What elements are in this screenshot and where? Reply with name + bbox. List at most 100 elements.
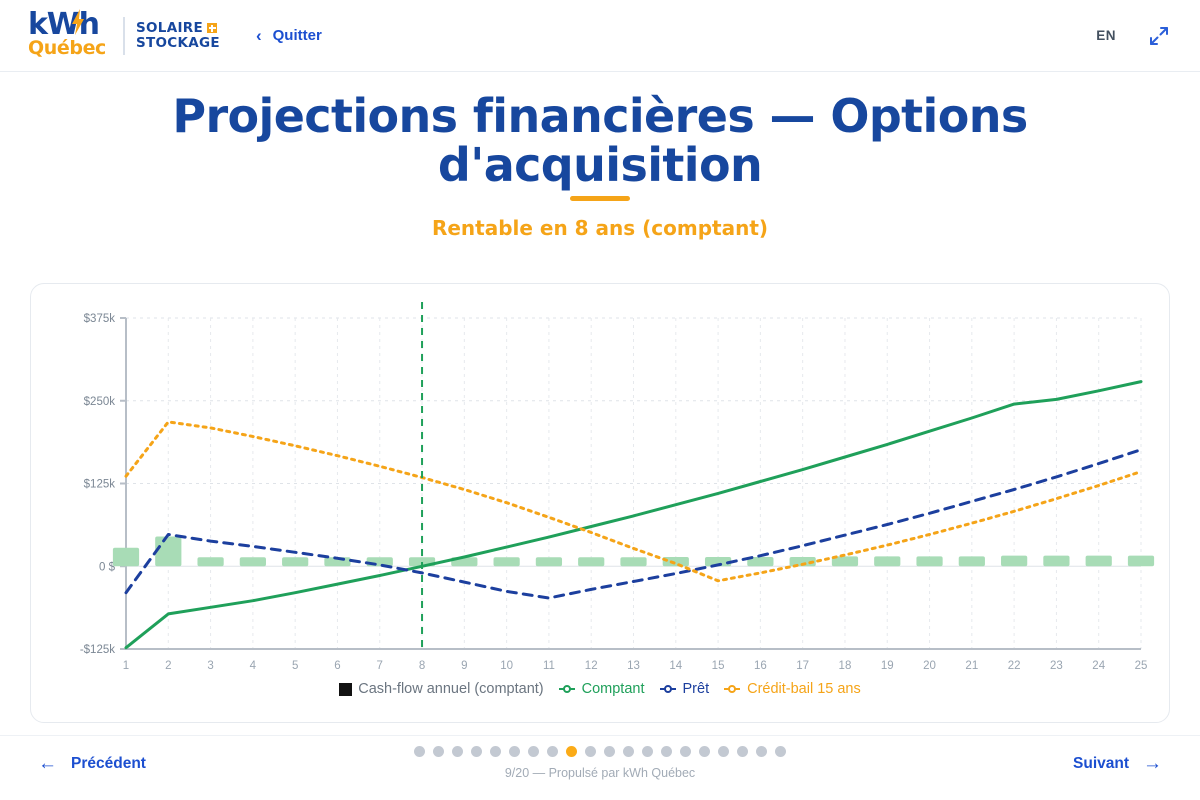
brand-logo: kWh Québec SOLAIRE STOCKAGE bbox=[28, 6, 220, 60]
x-tick-label-15: 15 bbox=[712, 660, 725, 672]
slide-dot-19[interactable] bbox=[756, 746, 767, 757]
slide-dot-10[interactable] bbox=[585, 746, 596, 757]
bar-year-5 bbox=[282, 557, 309, 567]
slide-dot-14[interactable] bbox=[661, 746, 672, 757]
bar-year-14 bbox=[662, 556, 689, 567]
legend-item-3[interactable]: Crédit-bail 15 ans bbox=[723, 681, 861, 697]
logo-divider bbox=[123, 16, 125, 55]
quit-button[interactable]: ‹ Quitter bbox=[256, 27, 322, 44]
legend-swatch-line bbox=[724, 685, 741, 693]
x-tick-label-13: 13 bbox=[627, 660, 640, 672]
slide-dot-16[interactable] bbox=[699, 746, 710, 757]
bar-year-20 bbox=[916, 556, 943, 567]
bar-year-23 bbox=[1043, 555, 1070, 567]
bar-year-10 bbox=[493, 557, 520, 567]
series-line-comptant bbox=[124, 380, 1143, 650]
series-line-cr-dit-bail-15-ans bbox=[124, 420, 1143, 583]
x-tick-label-1: 1 bbox=[123, 660, 129, 672]
x-tick-label-24: 24 bbox=[1092, 660, 1105, 672]
x-tick-label-4: 4 bbox=[250, 660, 257, 672]
x-tick-label-2: 2 bbox=[165, 660, 171, 672]
x-tick-label-17: 17 bbox=[796, 660, 809, 672]
logo-subtitle-line2: STOCKAGE bbox=[136, 34, 220, 51]
legend-item-0[interactable]: Cash-flow annuel (comptant) bbox=[339, 681, 544, 697]
language-toggle[interactable]: EN bbox=[1096, 28, 1116, 43]
slide-dot-13[interactable] bbox=[642, 746, 653, 757]
bar-year-25 bbox=[1127, 555, 1155, 567]
slide-dot-5[interactable] bbox=[490, 746, 501, 757]
bar-year-2 bbox=[155, 536, 182, 567]
legend-item-1[interactable]: Comptant bbox=[558, 681, 645, 697]
chart-container: $375k $250k $125k 0 $ -$125k 1 2 3 4 5 6 7 8 9 10 11 12 1… bbox=[31, 284, 1171, 724]
arrow-right-icon: → bbox=[1143, 753, 1162, 774]
bottom-nav-bar: ← Précédent Suivant → bbox=[0, 735, 1200, 800]
slide-dot-2[interactable] bbox=[433, 746, 444, 757]
chart-legend: Cash-flow annuel (comptant) Comptant Prêt C… bbox=[0, 681, 1200, 697]
legend-swatch-line bbox=[558, 685, 575, 693]
top-bar-actions: EN bbox=[1096, 25, 1170, 47]
slide-dot-8[interactable] bbox=[547, 746, 558, 757]
slide-dot-18[interactable] bbox=[737, 746, 748, 757]
top-bar: kWh Québec SOLAIRE STOCKAGE ‹ Quitter EN bbox=[0, 0, 1200, 72]
slide-dot-9[interactable] bbox=[566, 746, 577, 757]
y-tick-label-0: $375k bbox=[84, 313, 116, 325]
slide-progress-note: 9/20 — Propulsé par kWh Québec bbox=[504, 766, 696, 780]
legend-item-2[interactable]: Prêt bbox=[659, 681, 710, 697]
previous-button-label: Précédent bbox=[71, 754, 146, 772]
lightning-bolt-icon bbox=[72, 8, 84, 35]
chevron-left-icon: ‹ bbox=[255, 26, 262, 45]
bar-year-3 bbox=[197, 557, 224, 567]
legend-item-label: Prêt bbox=[682, 681, 710, 697]
x-tick-label-19: 19 bbox=[881, 660, 894, 672]
legend-item-label: Comptant bbox=[581, 681, 645, 697]
slide-dot-6[interactable] bbox=[509, 746, 520, 757]
x-tick-label-12: 12 bbox=[585, 660, 598, 672]
arrow-left-icon: ← bbox=[38, 753, 57, 774]
logo-mark: kWh Québec bbox=[28, 6, 114, 60]
fullscreen-icon[interactable] bbox=[1148, 25, 1170, 47]
y-tick-label-4: -$125k bbox=[80, 644, 115, 656]
legend-item-label: Cash-flow annuel (comptant) bbox=[358, 681, 544, 697]
y-tick-label-1: $250k bbox=[84, 396, 116, 408]
x-tick-label-9: 9 bbox=[461, 660, 467, 672]
y-tick-label-3: 0 $ bbox=[99, 561, 116, 573]
series-line-pr-t bbox=[124, 448, 1143, 600]
x-tick-label-23: 23 bbox=[1050, 660, 1063, 672]
slide-dot-7[interactable] bbox=[528, 746, 539, 757]
slide-dot-15[interactable] bbox=[680, 746, 691, 757]
x-tick-label-3: 3 bbox=[207, 660, 213, 672]
slide-dot-1[interactable] bbox=[414, 746, 425, 757]
y-tick-label-2: $125k bbox=[84, 479, 116, 491]
x-tick-label-6: 6 bbox=[334, 660, 340, 672]
slide-dot-11[interactable] bbox=[604, 746, 615, 757]
x-tick-label-20: 20 bbox=[923, 660, 936, 672]
bar-year-18 bbox=[831, 556, 859, 567]
title-underline bbox=[570, 196, 630, 201]
page-title: Projections financières — Options d'acqu… bbox=[172, 89, 1028, 192]
slide-dot-20[interactable] bbox=[775, 746, 786, 757]
slide-dot-17[interactable] bbox=[718, 746, 729, 757]
next-button-label: Suivant bbox=[1073, 754, 1129, 772]
slide-dot-3[interactable] bbox=[452, 746, 463, 757]
legend-swatch-line bbox=[659, 685, 676, 693]
bar-year-22 bbox=[1001, 555, 1028, 567]
slide-dot-12[interactable] bbox=[623, 746, 634, 757]
bar-year-13 bbox=[620, 557, 647, 567]
slide-dot-4[interactable] bbox=[471, 746, 482, 757]
bar-year-12 bbox=[578, 557, 605, 567]
page-subtitle: Rentable en 8 ans (comptant) bbox=[431, 216, 769, 240]
x-tick-label-7: 7 bbox=[377, 660, 383, 672]
bar-year-15 bbox=[704, 556, 732, 567]
legend-item-label: Crédit-bail 15 ans bbox=[747, 681, 861, 697]
logo-subtitle-line1: SOLAIRE bbox=[136, 19, 203, 36]
quit-button-label: Quitter bbox=[272, 27, 322, 44]
x-tick-label-14: 14 bbox=[669, 660, 682, 672]
legend-swatch-square bbox=[339, 682, 353, 696]
next-button[interactable]: Suivant → bbox=[1073, 754, 1162, 773]
x-tick-label-25: 25 bbox=[1135, 660, 1148, 672]
slide-indicator-dots bbox=[0, 746, 1200, 757]
x-tick-label-22: 22 bbox=[1008, 660, 1021, 672]
previous-button[interactable]: ← Précédent bbox=[38, 754, 146, 773]
logo-kwh-text: kWh bbox=[28, 6, 100, 42]
